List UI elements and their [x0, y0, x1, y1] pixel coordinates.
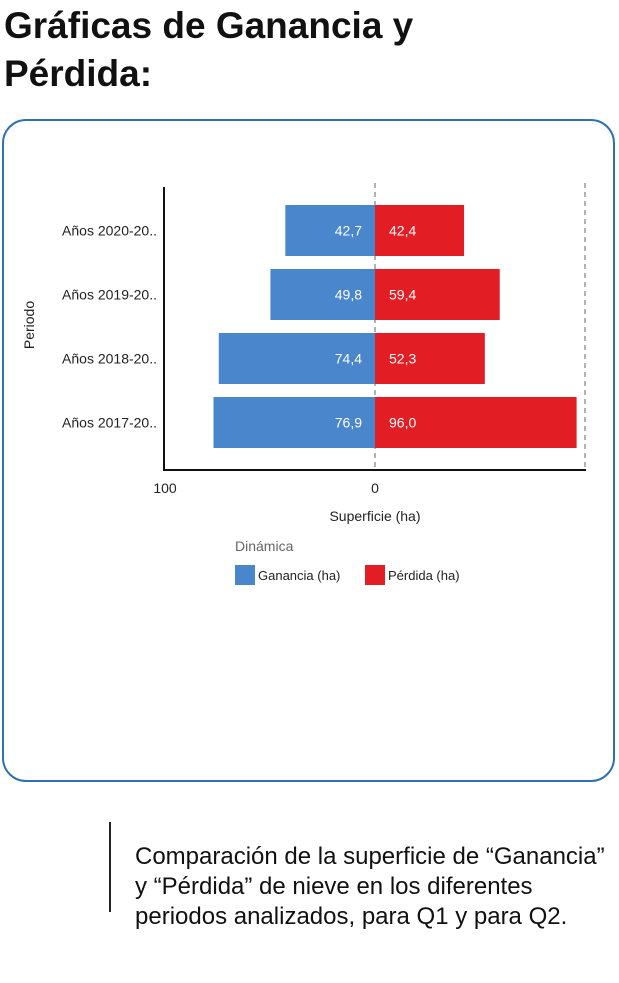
bar-perdida-0	[375, 205, 465, 256]
legend-item-perdida-swatch	[365, 565, 385, 585]
figure-caption: Comparación de la superficie de “Gananci…	[135, 843, 605, 930]
x-tick-label-0: 100	[153, 480, 177, 496]
category-label-3: Años 2017-20..	[62, 415, 157, 431]
data-label-perdida-3: 96,0	[389, 415, 416, 431]
legend-item-perdida-label: Pérdida (ha)	[388, 568, 460, 583]
legend-title: Dinámica	[235, 538, 294, 554]
data-label-perdida-0: 42,4	[389, 223, 416, 239]
category-label-0: Años 2020-20..	[62, 223, 157, 239]
diverging-bar-chart: 42,7 42,4 49,8 59,4 74,4 52,3 76,9 96,0 Años 20…	[21, 183, 586, 585]
category-label-1: Años 2019-20..	[62, 287, 157, 303]
bar-perdida-1	[375, 269, 500, 320]
legend-item-ganancia-swatch	[235, 565, 255, 585]
chart-card: 42,7 42,4 49,8 59,4 74,4 52,3 76,9 96,0 Años 20…	[2, 119, 615, 782]
page-title: Gráficas de Ganancia y Pérdida:	[4, 5, 414, 94]
bar-perdida-2	[375, 333, 485, 384]
x-axis-title: Superficie (ha)	[329, 508, 420, 524]
data-label-ganancia-3: 76,9	[335, 415, 362, 431]
bar-ganancia-1	[270, 269, 375, 320]
bar-ganancia-2	[218, 333, 375, 384]
bar-perdida-3	[375, 397, 577, 448]
caption-divider	[109, 822, 111, 912]
bar-ganancia-0	[285, 205, 375, 256]
bar-ganancia-3	[213, 397, 375, 448]
x-tick-label-1: 0	[371, 480, 379, 496]
data-label-perdida-1: 59,4	[389, 287, 416, 303]
y-axis-title: Periodo	[21, 301, 37, 349]
category-label-2: Años 2018-20..	[62, 351, 157, 367]
data-label-ganancia-1: 49,8	[335, 287, 362, 303]
data-label-ganancia-0: 42,7	[335, 223, 362, 239]
data-label-perdida-2: 52,3	[389, 351, 416, 367]
legend-item-ganancia-label: Ganancia (ha)	[258, 568, 340, 583]
data-label-ganancia-2: 74,4	[335, 351, 362, 367]
